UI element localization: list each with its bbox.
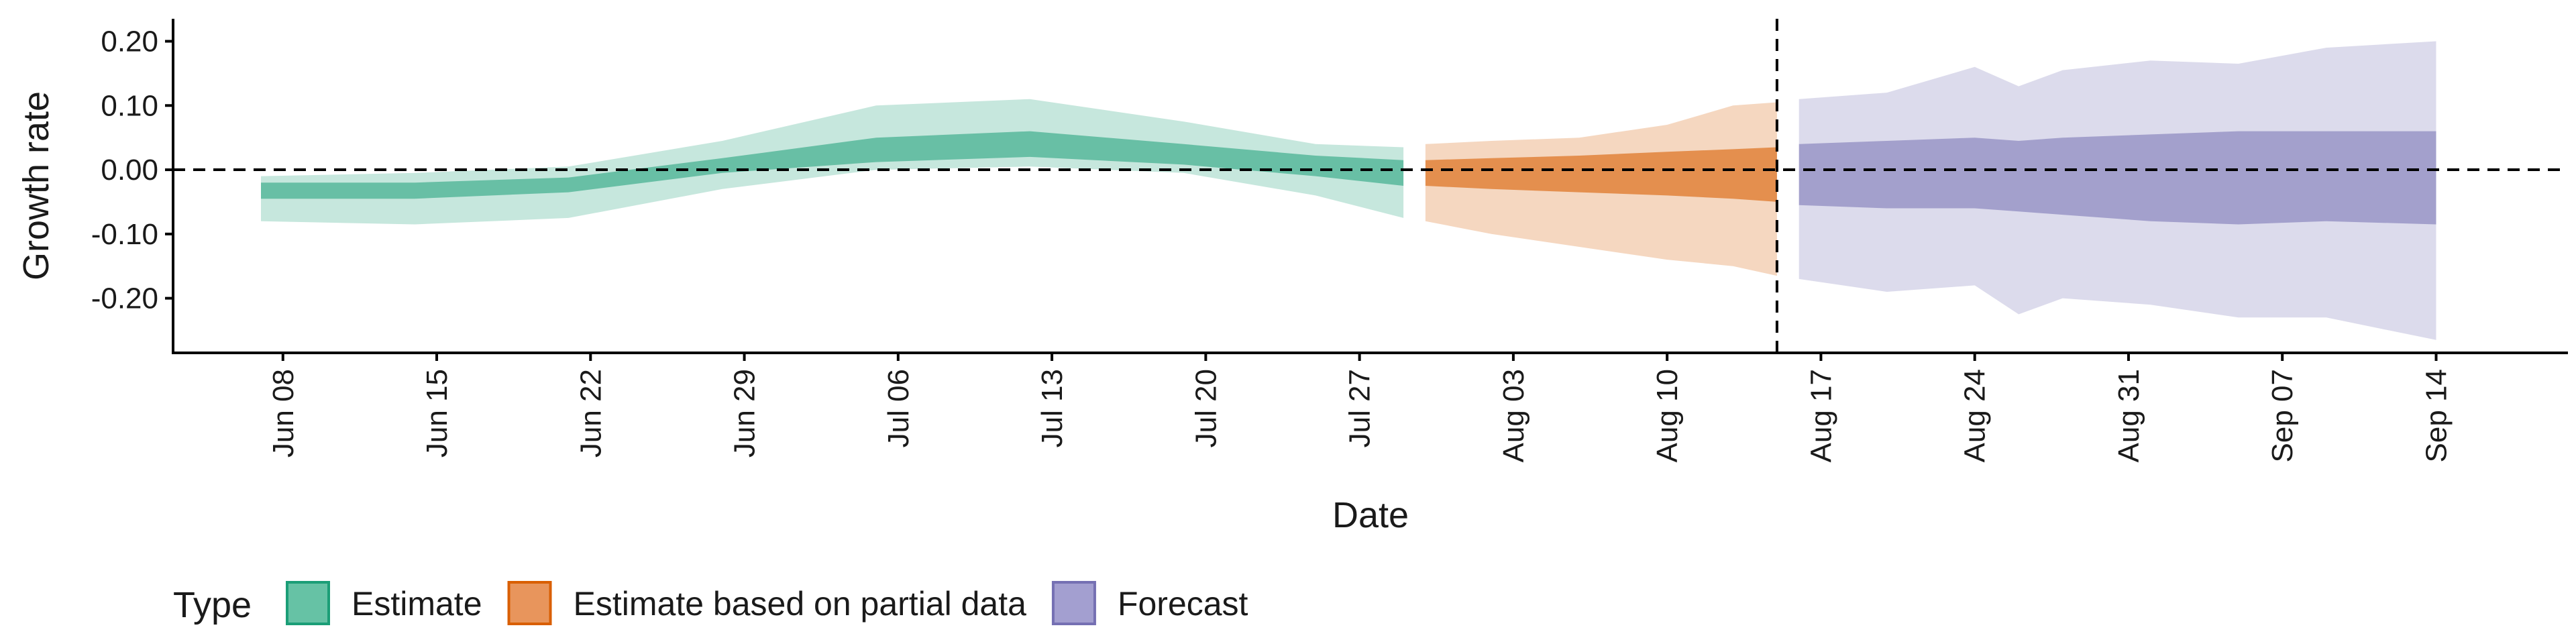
x-tick-label: Jun 08 xyxy=(267,369,300,458)
y-tick-label: 0.00 xyxy=(101,154,158,186)
x-tick-label: Sep 14 xyxy=(2420,369,2453,462)
x-tick-label: Jul 13 xyxy=(1036,369,1069,447)
legend-label-estimate-based-on-partial-data: Estimate based on partial data xyxy=(574,585,1027,623)
legend-swatch-estimate-based-on-partial-data xyxy=(507,581,552,625)
forecast-inner-band xyxy=(1799,131,2436,225)
legend-swatch-estimate xyxy=(286,581,330,625)
y-tick-label: -0.20 xyxy=(91,282,158,315)
x-tick-label: Aug 17 xyxy=(1805,369,1837,462)
legend-label-estimate: Estimate xyxy=(352,585,482,623)
x-tick-label: Aug 31 xyxy=(2112,369,2145,462)
x-axis-ticks: Jun 08 Jun 15 Jun 22 Jun 29 Jul 06 Jul 13 Jul … xyxy=(267,353,2453,462)
estimate-based-on-partial-data-inner-band xyxy=(1425,147,1777,202)
legend-label-forecast: Forecast xyxy=(1118,585,1248,623)
y-tick-label: -0.10 xyxy=(91,218,158,251)
y-axis-ticks: -0.20 -0.10 0.00 0.10 0.20 xyxy=(91,25,173,315)
y-tick-label: 0.20 xyxy=(101,25,158,58)
x-tick-label: Aug 24 xyxy=(1959,369,1992,462)
x-tick-label: Sep 07 xyxy=(2266,369,2299,462)
x-tick-label: Jun 15 xyxy=(421,369,453,458)
legend-title: Type xyxy=(173,585,252,625)
x-tick-label: Jun 29 xyxy=(729,369,761,458)
x-axis-title: Date xyxy=(1332,495,1409,535)
legend: Type Estimate Estimate based on partial d… xyxy=(173,581,1248,625)
y-axis-title: Growth rate xyxy=(16,91,56,280)
x-tick-label: Aug 10 xyxy=(1651,369,1684,462)
x-tick-label: Jul 20 xyxy=(1189,369,1222,447)
band-layer xyxy=(261,41,2436,340)
x-tick-label: Jul 06 xyxy=(882,369,915,447)
legend-swatch-forecast xyxy=(1051,581,1096,625)
x-tick-label: Aug 03 xyxy=(1497,369,1530,462)
x-tick-label: Jul 27 xyxy=(1344,369,1377,447)
x-tick-label: Jun 22 xyxy=(574,369,607,458)
y-tick-label: 0.10 xyxy=(101,89,158,122)
estimate-inner-band xyxy=(261,131,1404,199)
